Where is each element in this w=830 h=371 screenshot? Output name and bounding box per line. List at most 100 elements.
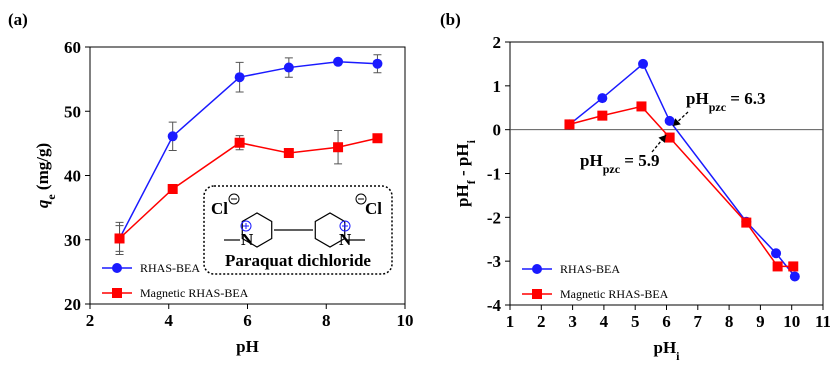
y-tick-label: -4 xyxy=(487,296,502,315)
label-part: pH xyxy=(686,89,709,108)
marker xyxy=(597,93,608,104)
legend-label: RHAS-BEA xyxy=(140,261,200,275)
marker xyxy=(333,56,344,67)
y-tick-label: 20 xyxy=(64,295,81,314)
x-tick-label: 10 xyxy=(397,311,414,330)
marker xyxy=(333,142,344,153)
arrow-head xyxy=(658,135,666,143)
legend-label: Magnetic RHAS-BEA xyxy=(140,286,249,300)
label-part: - pH xyxy=(453,143,472,180)
x-tick-label: 5 xyxy=(631,312,640,331)
x-tick-label: 6 xyxy=(662,312,671,331)
label-part: = 6.3 xyxy=(726,89,765,108)
marker xyxy=(234,72,245,83)
annotation: pHpzc = 6.3 xyxy=(686,89,765,114)
marker xyxy=(167,131,178,142)
x-tick-label: 8 xyxy=(725,312,734,331)
x-axis-label: pH xyxy=(236,337,259,356)
label-part: (mg/g) xyxy=(33,143,52,194)
atom: N xyxy=(241,230,254,249)
y-tick-label: 60 xyxy=(64,38,81,57)
label-part: e xyxy=(44,194,58,200)
charge xyxy=(355,193,367,205)
y-tick-label: 0 xyxy=(493,121,502,140)
ring xyxy=(241,212,273,248)
legend-marker xyxy=(532,289,542,299)
label-part: pH xyxy=(236,337,259,356)
x-tick-label: 4 xyxy=(165,311,174,330)
marker xyxy=(372,133,383,144)
panel-label: (b) xyxy=(440,10,461,29)
x-tick-label: 4 xyxy=(600,312,609,331)
x-tick-label: 6 xyxy=(243,311,252,330)
inset-caption: Paraquat dichloride xyxy=(225,251,371,270)
marker xyxy=(789,271,800,282)
marker xyxy=(167,183,178,194)
y-tick-label: 1 xyxy=(493,77,502,96)
marker xyxy=(636,101,647,112)
label-part: pH xyxy=(580,151,603,170)
x-axis-label: pHi xyxy=(653,338,680,363)
label-part: q xyxy=(33,199,52,208)
label-part: pH xyxy=(453,184,472,207)
x-tick-label: 11 xyxy=(815,312,830,331)
marker xyxy=(771,248,782,259)
marker xyxy=(564,119,575,130)
x-tick-label: 8 xyxy=(322,311,331,330)
charge xyxy=(339,220,351,232)
marker xyxy=(283,62,294,73)
label-part: pH xyxy=(653,338,676,357)
y-tick-label: -3 xyxy=(487,252,501,271)
y-axis-label: qe (mg/g) xyxy=(33,143,58,208)
x-tick-label: 1 xyxy=(506,312,515,331)
marker xyxy=(741,217,752,228)
arrow-head xyxy=(673,118,681,126)
series-line xyxy=(119,137,378,240)
y-tick-label: 2 xyxy=(493,33,502,52)
x-tick-label: 10 xyxy=(783,312,800,331)
x-tick-label: 2 xyxy=(86,311,95,330)
y-tick-label: -1 xyxy=(487,165,501,184)
legend-label: Magnetic RHAS-BEA xyxy=(560,287,669,301)
marker xyxy=(372,58,383,69)
x-tick-label: 3 xyxy=(568,312,577,331)
label-part: f xyxy=(464,179,478,184)
atom: N xyxy=(339,230,352,249)
y-axis-label: pHf - pHi xyxy=(453,139,478,207)
label-part: = 5.9 xyxy=(620,151,659,170)
atom: Cl xyxy=(211,199,228,218)
label-part: i xyxy=(676,349,680,363)
marker xyxy=(234,137,245,148)
legend-marker xyxy=(112,263,122,273)
marker xyxy=(114,233,125,244)
x-tick-label: 9 xyxy=(756,312,765,331)
charge xyxy=(240,220,252,232)
x-tick-label: 7 xyxy=(694,312,703,331)
annotation-arrow xyxy=(651,134,667,153)
marker xyxy=(664,132,675,143)
series-line xyxy=(569,105,794,268)
marker xyxy=(788,261,799,272)
atom: Cl xyxy=(365,199,382,218)
panel-label: (a) xyxy=(8,10,28,29)
marker xyxy=(597,110,608,121)
y-tick-label: -2 xyxy=(487,208,501,227)
y-tick-label: 50 xyxy=(64,102,81,121)
marker xyxy=(772,261,783,272)
annotation: pHpzc = 5.9 xyxy=(580,151,659,176)
legend-label: RHAS-BEA xyxy=(560,262,620,276)
label-part: pzc xyxy=(603,162,621,176)
legend-marker xyxy=(532,264,542,274)
x-tick-label: 2 xyxy=(537,312,546,331)
y-tick-label: 30 xyxy=(64,231,81,250)
marker xyxy=(638,58,649,69)
label-part: i xyxy=(464,139,478,143)
charge xyxy=(228,193,240,205)
label-part: pzc xyxy=(709,100,727,114)
legend-marker xyxy=(112,288,122,298)
marker xyxy=(664,115,675,126)
marker xyxy=(283,148,294,159)
y-tick-label: 40 xyxy=(64,167,81,186)
series-line xyxy=(118,61,378,239)
